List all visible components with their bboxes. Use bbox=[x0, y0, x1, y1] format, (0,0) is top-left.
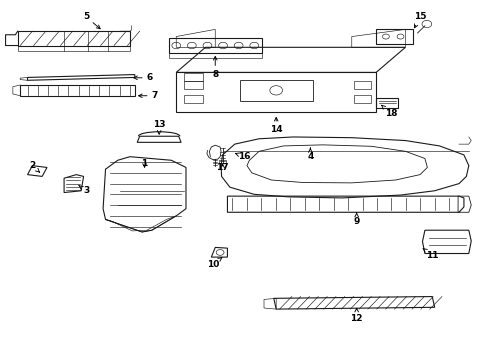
Text: 7: 7 bbox=[138, 91, 157, 100]
Text: 9: 9 bbox=[353, 212, 359, 226]
Text: 11: 11 bbox=[422, 248, 438, 260]
Text: 12: 12 bbox=[350, 308, 362, 323]
Text: 3: 3 bbox=[79, 185, 89, 195]
Text: 10: 10 bbox=[206, 257, 222, 269]
Text: 16: 16 bbox=[235, 152, 250, 161]
Text: 2: 2 bbox=[29, 161, 40, 172]
Text: 17: 17 bbox=[216, 163, 228, 172]
Text: 13: 13 bbox=[153, 120, 165, 134]
Text: 15: 15 bbox=[413, 12, 426, 28]
Text: 14: 14 bbox=[269, 117, 282, 134]
Text: 8: 8 bbox=[212, 57, 218, 79]
Text: 5: 5 bbox=[83, 12, 100, 29]
Text: 4: 4 bbox=[306, 148, 313, 161]
Text: 1: 1 bbox=[141, 159, 147, 168]
Text: 18: 18 bbox=[381, 105, 396, 118]
Text: 6: 6 bbox=[133, 73, 152, 82]
